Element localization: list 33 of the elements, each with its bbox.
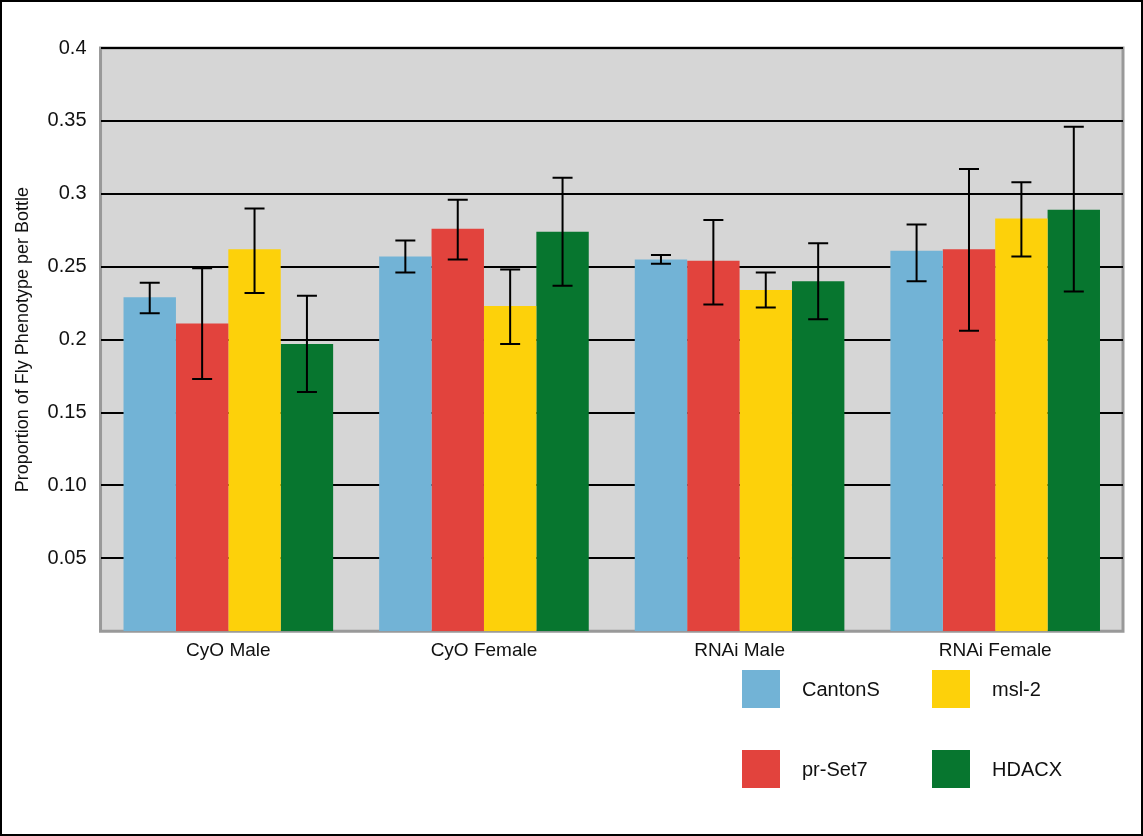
bar [739,290,792,632]
bar [890,250,943,632]
legend-label: HDACX [992,757,1063,781]
y-tick-label: 0.05 [47,545,87,568]
bar [175,323,229,632]
bar [1047,209,1100,632]
x-tick-label: CyO Female [430,638,538,660]
y-tick-label: 0.25 [47,254,87,277]
legend-label: CantonS [802,677,880,701]
bar [483,306,537,632]
y-tick-label: 0.15 [47,400,87,423]
bar [123,297,176,632]
x-tick-label: RNAi Male [694,638,785,660]
bar [791,281,845,632]
bar [228,249,281,632]
bar [379,256,432,632]
bar [431,228,484,632]
y-axis-title: Proportion of Fly Phenotype per Bottle [11,187,32,493]
y-tick-label: 0.4 [58,35,87,58]
legend-label: msl-2 [992,677,1041,701]
bar [280,343,334,632]
y-tick-label: 0.2 [58,327,87,350]
x-tick-label: CyO Male [186,638,271,660]
y-tick-label: 0.3 [58,181,87,204]
bar [687,260,740,632]
x-tick-label: RNAi Female [938,638,1052,660]
bar [942,249,996,632]
bar [536,231,589,632]
legend-label: pr-Set7 [802,757,868,781]
y-tick-label: 0.35 [47,108,87,131]
bar [995,218,1048,632]
y-tick-label: 0.10 [47,472,87,495]
bar [634,259,688,632]
